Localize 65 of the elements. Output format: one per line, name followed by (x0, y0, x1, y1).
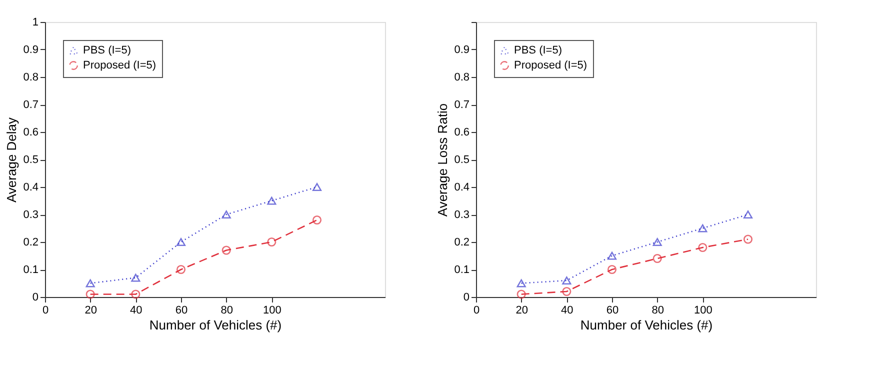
y-tick-label: 0.1 (23, 264, 38, 276)
point (516, 290, 526, 299)
point (516, 279, 526, 288)
x-tick-label: 20 (516, 304, 528, 316)
y-tick-label: 0.4 (23, 182, 38, 194)
point (312, 215, 322, 225)
y-tick-label: 0.5 (454, 154, 470, 166)
x-tick-label: 20 (84, 304, 97, 316)
x-tick-label: 0 (473, 304, 480, 316)
y-tick-label: 0.4 (454, 182, 470, 194)
y-tick-label: 0 (463, 292, 470, 304)
x-tick-label: 100 (694, 304, 712, 316)
point (86, 290, 95, 299)
point (176, 264, 186, 274)
y-tick-label: 0.7 (23, 99, 38, 111)
y-tick-label: 0.9 (454, 44, 470, 56)
point (698, 242, 708, 252)
x-axis-title: Number of Vehicles (#) (149, 318, 282, 332)
point (562, 276, 572, 285)
x-tick-label: 40 (561, 304, 574, 316)
x-axis-title: Number of Vehicles (#) (580, 318, 713, 332)
y-tick-label: 0.8 (454, 72, 470, 84)
point (131, 290, 140, 299)
x-tick-label: 80 (220, 304, 233, 316)
legend-label: PBS (I=5) (83, 44, 131, 56)
x-tick-label: 100 (262, 304, 282, 316)
x-tick-label: 0 (42, 304, 49, 316)
point (131, 274, 140, 282)
y-tick-label: 0.7 (454, 99, 470, 111)
point (607, 252, 617, 260)
point (562, 286, 572, 296)
y-tick-label: 0.3 (454, 209, 470, 221)
y-tick-label: 0.6 (454, 126, 470, 138)
point (312, 182, 322, 192)
point (652, 238, 662, 246)
legend-label: Proposed (I=5) (83, 60, 156, 72)
point (222, 246, 231, 255)
y-tick-label: 0.3 (23, 209, 38, 221)
legend-label: PBS (I=5) (514, 44, 562, 56)
y-tick-label: 0 (32, 292, 38, 304)
point (86, 279, 95, 288)
point (652, 254, 662, 264)
y-tick-label: 0.2 (23, 236, 38, 248)
y-tick-label: 0.2 (454, 236, 470, 248)
point (743, 234, 753, 244)
y-tick-label: 0.1 (454, 264, 470, 276)
y-axis-title: Average Loss Ratio (435, 103, 450, 217)
point (222, 210, 231, 219)
point (267, 196, 276, 205)
y-tick-label: 0.5 (23, 154, 38, 166)
point (267, 237, 276, 247)
y-axis-title: Average Delay (4, 116, 20, 203)
point (743, 210, 753, 219)
legend-label: Proposed (I=5) (514, 60, 588, 72)
x-tick-label: 40 (130, 304, 142, 316)
x-tick-label: 80 (652, 304, 664, 316)
y-tick-label: 0.9 (23, 44, 38, 56)
point (698, 224, 708, 232)
y-tick-label: 1 (32, 16, 38, 28)
point (176, 238, 186, 246)
x-tick-label: 60 (175, 304, 188, 316)
point (607, 264, 617, 274)
x-tick-label: 60 (606, 304, 619, 316)
y-tick-label: 0.6 (23, 126, 38, 138)
y-tick-label: 0.8 (23, 72, 38, 84)
